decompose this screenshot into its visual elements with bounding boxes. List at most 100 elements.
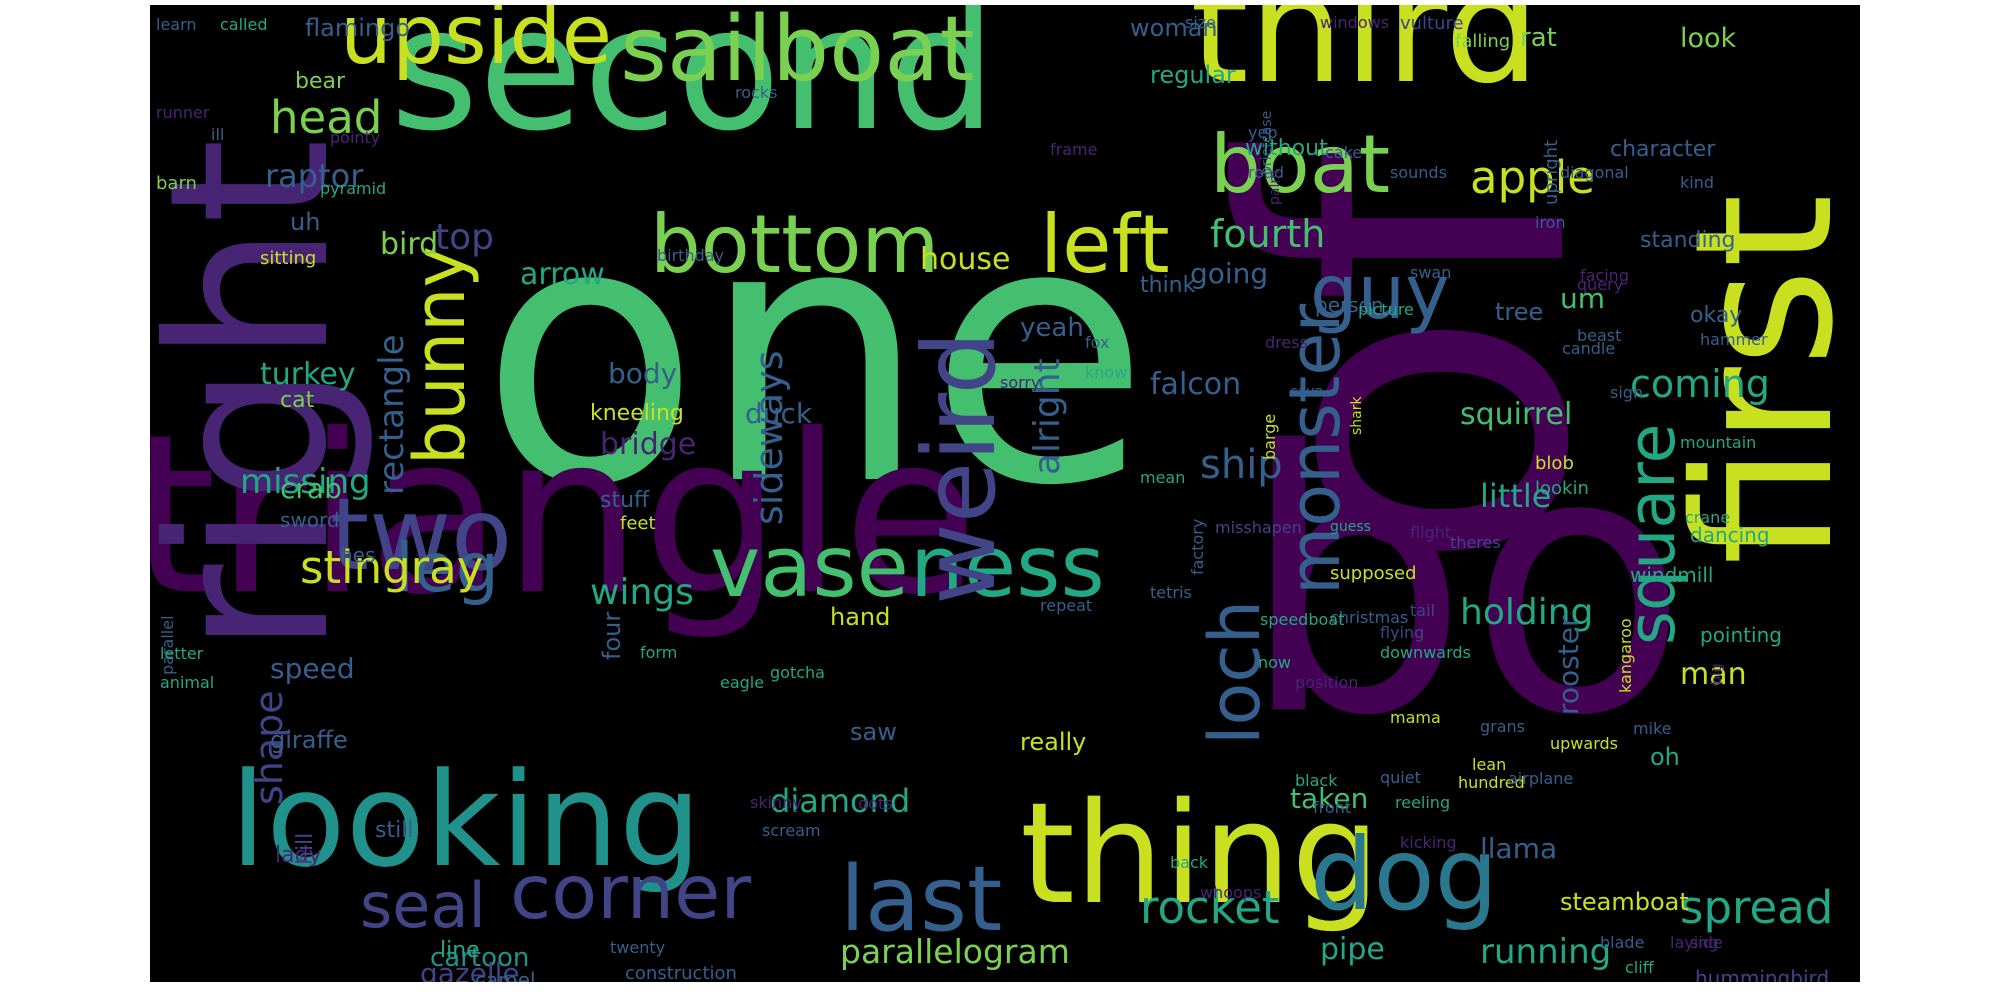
word-head: head (270, 91, 383, 144)
word-arrow: arrow (520, 257, 605, 292)
word-palm: palm (1267, 170, 1283, 205)
word-letter: letter (160, 644, 204, 663)
word-frame: frame (1050, 140, 1098, 159)
word-hummingbird: hummingbird (1695, 966, 1830, 982)
word-side: side (1690, 933, 1723, 952)
word-eagle: eagle (720, 673, 765, 692)
word-sailboat: sailboat (620, 5, 975, 102)
word-crab: crab (280, 472, 342, 505)
word-lady: lady (275, 843, 322, 868)
word-pointing: pointing (1700, 623, 1782, 647)
word-query: query (1577, 275, 1624, 294)
word-christmas: christmas (1330, 608, 1409, 627)
word-upright: upright (1541, 139, 1562, 205)
word-laying: laying (1670, 933, 1719, 952)
word-reeling: reeling (1395, 793, 1451, 812)
word-downwards: downwards (1380, 643, 1471, 662)
word-raptor: raptor (265, 157, 364, 195)
word-triangle: triangle (150, 387, 979, 643)
word-kind: kind (1680, 173, 1715, 192)
word-now: now (1258, 653, 1292, 672)
word-pyramid: pyramid (320, 179, 387, 198)
word-man: man (1680, 657, 1747, 692)
word-thing: thing (1020, 773, 1381, 936)
word-shark: shark (1349, 396, 1365, 435)
word-without: without (1245, 136, 1328, 161)
word-look: look (1680, 23, 1737, 54)
word-oh: oh (1650, 743, 1680, 771)
word-hammer: hammer (1700, 330, 1768, 349)
word-upside: upside (340, 5, 613, 83)
word-third: third (1190, 5, 1540, 117)
word-upwards: upwards (1550, 734, 1618, 753)
word-flying: flying (1380, 623, 1425, 642)
word-going: going (1190, 257, 1269, 290)
word-really: really (1020, 728, 1087, 756)
word-steamboat: steamboat (1560, 888, 1689, 916)
word-runner: runner (156, 103, 210, 122)
word-black: black (1295, 771, 1338, 790)
word-rocket: rocket (1140, 881, 1280, 934)
word-cake: cake (1325, 143, 1363, 162)
word-quiet: quiet (1380, 768, 1421, 787)
word-running: running (1480, 932, 1612, 972)
word-missing: missing (240, 462, 371, 502)
word-kneeling: kneeling (590, 401, 684, 426)
word-sitting: sitting (260, 248, 317, 269)
word-leg: leg (395, 529, 499, 608)
word-airplane: airplane (1508, 769, 1574, 788)
word-fourth: fourth (1210, 212, 1326, 256)
word-ship: ship (1200, 442, 1283, 488)
word-picture: picture (1358, 300, 1414, 319)
word-sounds: sounds (1390, 163, 1447, 182)
word-top: top (435, 217, 494, 258)
word-think: think (1140, 273, 1196, 298)
word-sorry: sorry (1000, 373, 1041, 392)
word-squirrel: squirrel (1460, 397, 1573, 432)
word-iron: iron (1535, 213, 1566, 232)
word-rat: rat (1520, 23, 1557, 53)
word-grans: grans (1480, 717, 1526, 736)
word-back: back (1170, 853, 1209, 872)
word-stuff: stuff (600, 488, 650, 513)
word-vulture: vulture (1400, 13, 1464, 34)
word-crane: crane (1685, 508, 1731, 527)
word-rectangle: rectangle (372, 334, 412, 495)
word-skinny: skinny (750, 793, 802, 812)
word-mean: mean (1140, 468, 1186, 487)
word-blade: blade (1600, 933, 1645, 952)
word-ill: ill (211, 125, 225, 144)
word-bunny: bunny (399, 246, 481, 465)
word-left: left (1040, 198, 1170, 291)
word-hundred: hundred (1458, 773, 1525, 792)
word-size: size (1185, 13, 1217, 32)
word-tail: tail (1410, 601, 1435, 620)
word-apple: apple (1470, 151, 1595, 204)
word-sideways: sideways (747, 350, 791, 525)
word-um: um (1560, 282, 1606, 315)
word-ness: ness (910, 518, 1105, 617)
word-beast: beast (1577, 326, 1622, 345)
word-candle: candle (1562, 339, 1616, 358)
word-hand: hand (830, 603, 891, 631)
word-lookin: lookin (1535, 478, 1589, 499)
word-blob: blob (1535, 453, 1574, 474)
word-flight: flight (1410, 523, 1452, 542)
word-barge: barge (1260, 413, 1279, 460)
word-gotcha: gotcha (770, 663, 825, 682)
word-person: person (1315, 293, 1384, 317)
word-factory: factory (1188, 518, 1207, 575)
word-called: called (220, 15, 268, 34)
word-square: square (1615, 423, 1690, 645)
word-mountain: mountain (1680, 433, 1757, 452)
word-diamond: diamond (770, 782, 911, 820)
word-front: front (1313, 798, 1352, 817)
word-two: two (330, 476, 513, 593)
word-twenty: twenty (610, 938, 666, 957)
word-animal: animal (160, 673, 215, 692)
word-house: house (920, 242, 1011, 277)
word-kangaroo: kangaroo (1616, 618, 1635, 693)
word-parallelogram: parallelogram (840, 932, 1070, 971)
word-cat: cat (280, 388, 315, 413)
word-briefcase: briefcase (1259, 110, 1275, 175)
